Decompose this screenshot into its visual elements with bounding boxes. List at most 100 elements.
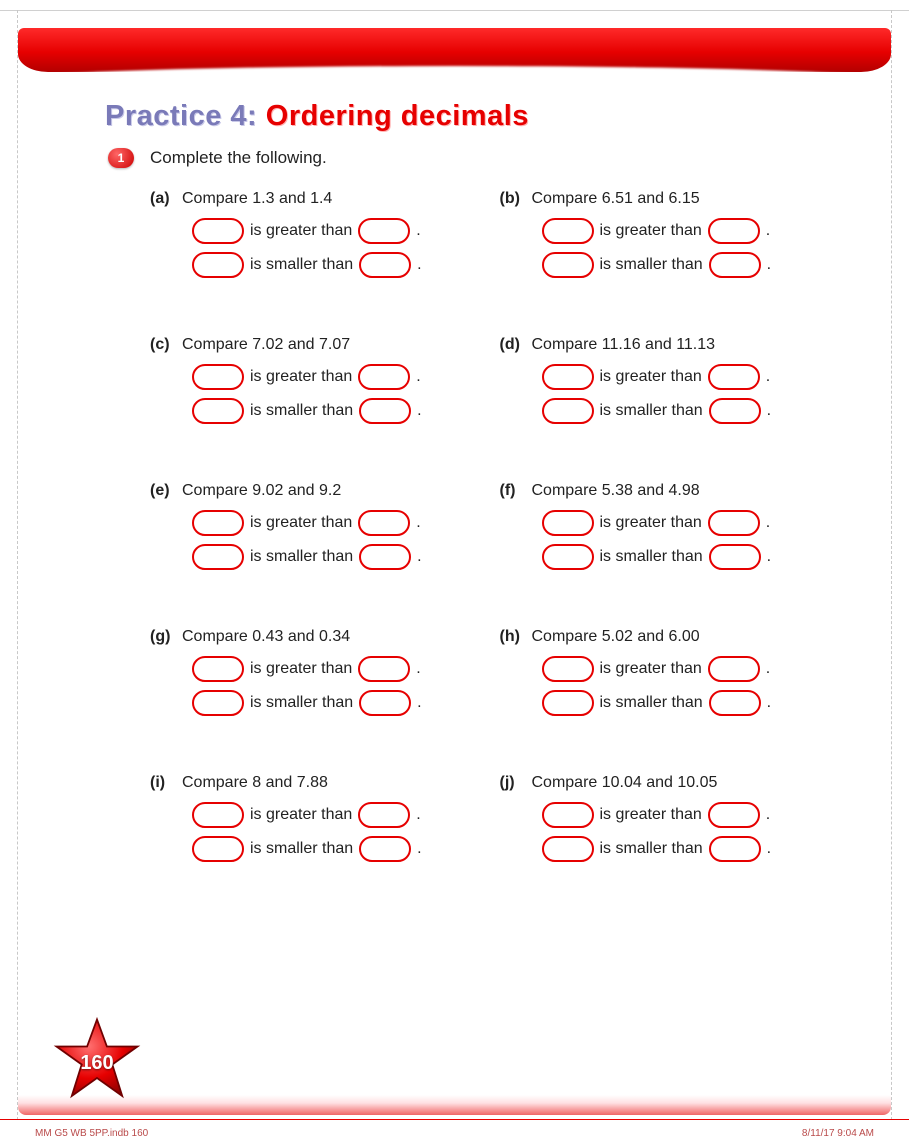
answer-blank[interactable] <box>542 802 594 828</box>
smaller-row: is smaller than. <box>542 252 830 278</box>
crop-line-bottom <box>0 1119 909 1120</box>
answer-blank[interactable] <box>708 218 760 244</box>
answer-blank[interactable] <box>192 252 244 278</box>
item-prompt: Compare 0.43 and 0.34 <box>182 628 350 646</box>
answer-blank[interactable] <box>542 690 594 716</box>
answer-blank[interactable] <box>359 398 411 424</box>
exercise-item: (c)Compare 7.02 and 7.07 is greater than.… <box>150 336 480 432</box>
answer-blank[interactable] <box>359 544 411 570</box>
smaller-text: is smaller than <box>250 840 353 858</box>
answer-blank[interactable] <box>192 836 244 862</box>
greater-row: is greater than. <box>542 364 830 390</box>
exercise-item: (h)Compare 5.02 and 6.00is greater than.… <box>500 628 830 724</box>
smaller-row: is smaller than. <box>192 836 480 862</box>
answer-blank[interactable] <box>359 252 411 278</box>
answer-blank[interactable] <box>709 544 761 570</box>
item-prompt: Compare 1.3 and 1.4 <box>182 190 332 208</box>
answer-blank[interactable] <box>542 364 594 390</box>
item-label: (d) <box>500 336 532 354</box>
answer-blank[interactable] <box>708 364 760 390</box>
greater-text: is greater than <box>600 514 702 532</box>
smaller-row: is smaller than. <box>192 398 480 424</box>
instruction-text: Complete the following. <box>150 148 327 168</box>
crop-line-top <box>0 10 909 11</box>
period: . <box>767 256 771 274</box>
greater-row: is greater than. <box>542 802 830 828</box>
question-number-badge: 1 <box>108 148 134 168</box>
answer-blank[interactable] <box>192 398 244 424</box>
period: . <box>416 368 420 386</box>
answer-blank[interactable] <box>359 690 411 716</box>
answer-blank[interactable] <box>708 802 760 828</box>
answer-blank[interactable] <box>709 690 761 716</box>
answer-blank[interactable] <box>358 364 410 390</box>
answer-blank[interactable] <box>358 802 410 828</box>
item-label: (c) <box>150 336 182 354</box>
greater-row: is greater than. <box>192 510 480 536</box>
answer-blank[interactable] <box>709 836 761 862</box>
smaller-text: is smaller than <box>600 256 703 274</box>
item-prompt: Compare 7.02 and 7.07 <box>182 336 350 354</box>
smaller-text: is smaller than <box>600 548 703 566</box>
answer-blank[interactable] <box>542 656 594 682</box>
smaller-text: is smaller than <box>250 256 353 274</box>
answer-blank[interactable] <box>192 218 244 244</box>
answer-blank[interactable] <box>192 656 244 682</box>
smaller-text: is smaller than <box>600 694 703 712</box>
period: . <box>417 840 421 858</box>
period: . <box>766 660 770 678</box>
answer-blank[interactable] <box>542 510 594 536</box>
greater-row: is greater than. <box>542 218 830 244</box>
greater-text: is greater than <box>250 368 352 386</box>
answer-blank[interactable] <box>708 510 760 536</box>
print-footer: MM G5 WB 5PP.indb 160 8/11/17 9:04 AM <box>35 1128 874 1139</box>
smaller-text: is smaller than <box>250 548 353 566</box>
header-banner <box>18 28 891 72</box>
answer-blank[interactable] <box>709 398 761 424</box>
page-title: Practice 4: Ordering decimals <box>105 100 529 133</box>
greater-row: is greater than. <box>192 656 480 682</box>
item-prompt: Compare 9.02 and 9.2 <box>182 482 341 500</box>
smaller-row: is smaller than. <box>192 544 480 570</box>
period: . <box>766 368 770 386</box>
answer-blank[interactable] <box>192 802 244 828</box>
smaller-text: is smaller than <box>250 402 353 420</box>
smaller-text: is smaller than <box>600 840 703 858</box>
answer-blank[interactable] <box>542 398 594 424</box>
answer-blank[interactable] <box>192 510 244 536</box>
title-main: Ordering decimals <box>266 100 529 132</box>
period: . <box>416 660 420 678</box>
period: . <box>767 402 771 420</box>
crop-line-left <box>0 10 18 1120</box>
answer-blank[interactable] <box>542 836 594 862</box>
answer-blank[interactable] <box>709 252 761 278</box>
period: . <box>767 840 771 858</box>
smaller-row: is smaller than. <box>542 836 830 862</box>
answer-blank[interactable] <box>542 252 594 278</box>
answer-blank[interactable] <box>542 218 594 244</box>
item-label: (a) <box>150 190 182 208</box>
answer-blank[interactable] <box>542 544 594 570</box>
item-prompt: Compare 10.04 and 10.05 <box>532 774 718 792</box>
answer-blank[interactable] <box>358 510 410 536</box>
item-prompt: Compare 5.02 and 6.00 <box>532 628 700 646</box>
smaller-row: is smaller than. <box>192 690 480 716</box>
answer-blank[interactable] <box>708 656 760 682</box>
smaller-row: is smaller than. <box>542 690 830 716</box>
exercise-item: (a)Compare 1.3 and 1.4is greater than.is… <box>150 190 480 286</box>
exercise-item: (f)Compare 5.38 and 4.98is greater than.… <box>500 482 830 578</box>
answer-blank[interactable] <box>192 690 244 716</box>
footer-timestamp: 8/11/17 9:04 AM <box>802 1128 874 1139</box>
item-prompt: Compare 5.38 and 4.98 <box>532 482 700 500</box>
period: . <box>766 514 770 532</box>
answer-blank[interactable] <box>192 544 244 570</box>
answer-blank[interactable] <box>358 656 410 682</box>
answer-blank[interactable] <box>359 836 411 862</box>
period: . <box>417 402 421 420</box>
exercise-item: (b)Compare 6.51 and 6.15is greater than.… <box>500 190 830 286</box>
answer-blank[interactable] <box>358 218 410 244</box>
period: . <box>416 222 420 240</box>
answer-blank[interactable] <box>192 364 244 390</box>
item-label: (e) <box>150 482 182 500</box>
item-label: (i) <box>150 774 182 792</box>
